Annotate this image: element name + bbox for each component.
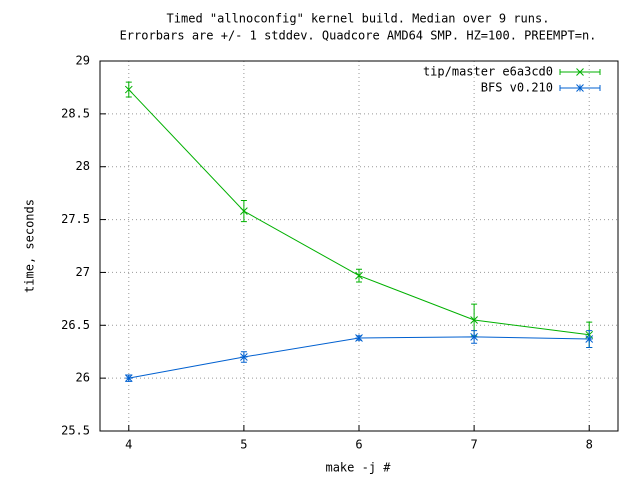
- legend-sample: [559, 68, 601, 76]
- y-tick-label: 25.5: [61, 424, 90, 438]
- y-tick-label: 29: [76, 54, 90, 68]
- marker-shape: [124, 374, 133, 382]
- x-tick-label: 5: [240, 438, 247, 452]
- y-tick-label: 26: [76, 371, 90, 385]
- marker-shape: [124, 85, 133, 94]
- x-tick-label: 7: [470, 438, 477, 452]
- x-axis-label: make -j #: [325, 461, 391, 475]
- chart-subtitle: Errorbars are +/- 1 stddev. Quadcore AMD…: [120, 29, 597, 43]
- marker: [124, 374, 133, 382]
- y-tick-label: 27: [76, 265, 90, 279]
- x-tick-label: 6: [355, 438, 362, 452]
- x-tick-label: 4: [125, 438, 132, 452]
- marker: [470, 333, 478, 341]
- legend-sample: [559, 84, 601, 92]
- plot-frame: [99, 60, 619, 432]
- marker-shape: [355, 334, 363, 342]
- legend-label: tip/master e6a3cd0: [423, 65, 553, 79]
- legend-marker: [576, 68, 584, 76]
- marker: [355, 271, 363, 280]
- y-tick-label: 28.5: [61, 106, 90, 120]
- marker: [240, 207, 248, 215]
- legend-label: BFS v0.210: [481, 81, 553, 95]
- marker-shape: [470, 333, 478, 341]
- y-tick-label: 26.5: [61, 318, 90, 332]
- marker: [355, 334, 363, 342]
- marker-shape: [240, 207, 248, 215]
- marker: [124, 85, 133, 94]
- y-axis-label: time, seconds: [23, 199, 37, 293]
- marker: [470, 316, 478, 324]
- marker-shape: [585, 335, 594, 343]
- marker: [585, 335, 594, 343]
- legend-marker: [576, 84, 584, 92]
- chart-title: Timed "allnoconfig" kernel build. Median…: [167, 12, 550, 26]
- marker-shape: [355, 271, 363, 280]
- y-tick-label: 28: [76, 159, 90, 173]
- y-tick-label: 27.5: [61, 212, 90, 226]
- x-tick-label: 8: [586, 438, 593, 452]
- marker-shape: [240, 353, 248, 361]
- marker-shape: [470, 316, 478, 324]
- marker: [240, 353, 248, 361]
